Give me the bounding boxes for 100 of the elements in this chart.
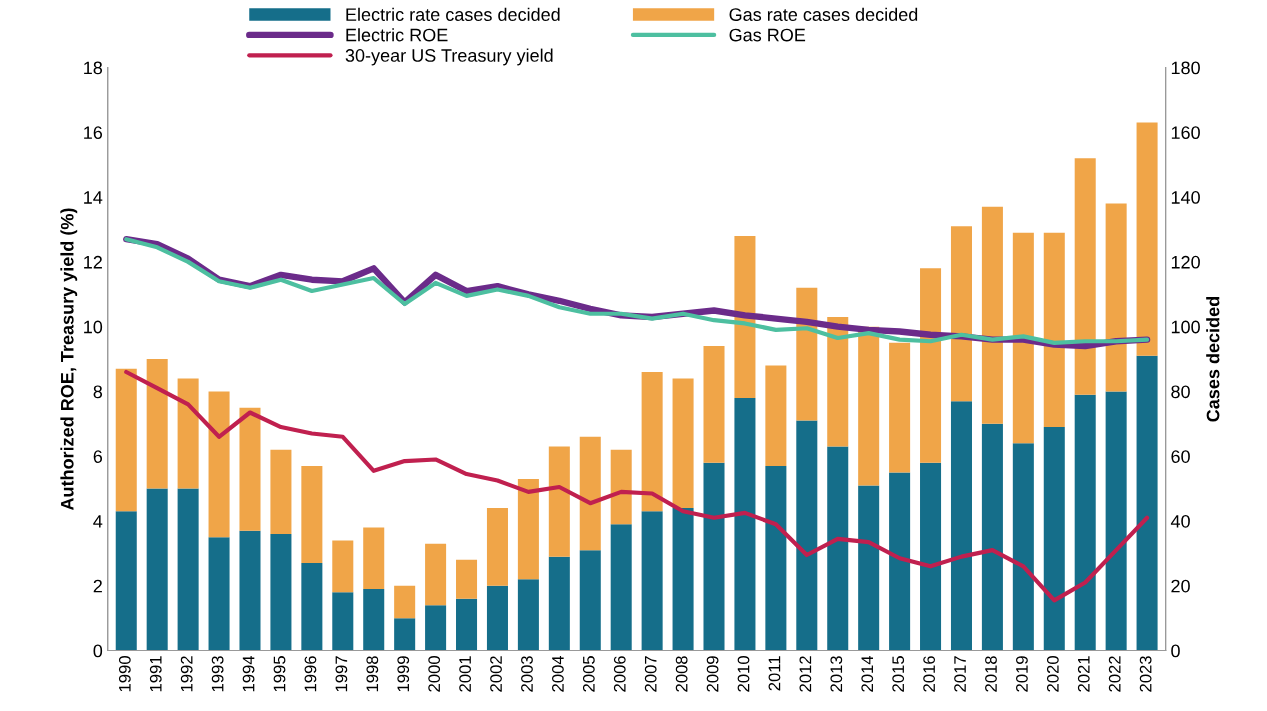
x-tick-label: 1995 [273, 656, 286, 692]
bar [363, 527, 385, 590]
y2-tick-label: 20 [1171, 579, 1190, 593]
y2-tick-label: 160 [1171, 126, 1200, 140]
bar [765, 465, 787, 651]
y-tick-label: 14 [84, 191, 103, 204]
bar [579, 436, 601, 551]
bar [1074, 394, 1096, 651]
bar [208, 391, 230, 538]
x-tick-label: 2004 [552, 655, 564, 692]
y2-tick-label: 140 [1171, 191, 1200, 204]
bar [796, 420, 818, 651]
y-tick-label: 10 [84, 320, 103, 334]
bar [146, 359, 168, 489]
bar [672, 378, 694, 509]
bar [641, 511, 663, 651]
x-tick-label: 2023 [1139, 656, 1152, 692]
bar [177, 378, 199, 489]
bar [548, 556, 570, 651]
bar [703, 462, 725, 651]
bar [1105, 391, 1127, 651]
bar [425, 605, 447, 651]
x-tick-label: 2002 [490, 656, 502, 692]
x-tick-label: 1994 [242, 655, 255, 692]
y2-tick-label: 100 [1171, 320, 1200, 334]
bar [889, 342, 911, 473]
bar [858, 485, 880, 651]
bar [270, 449, 292, 534]
bar [177, 488, 199, 651]
bar [796, 287, 818, 421]
bar [239, 530, 261, 651]
bar [239, 407, 261, 531]
legend-label: Gas rate cases decided [729, 7, 918, 21]
x-tick-label: 1991 [149, 656, 162, 692]
bar [517, 478, 539, 580]
y-tick-label: 0 [93, 644, 103, 658]
x-tick-label: 2009 [706, 656, 719, 692]
bar [672, 508, 694, 651]
bar [1043, 232, 1065, 428]
bar [270, 533, 292, 651]
bar [301, 465, 323, 564]
bar [456, 598, 478, 651]
y-tick-label: 16 [84, 126, 103, 140]
y-tick-label: 8 [93, 385, 103, 399]
bar [394, 618, 416, 651]
bar [610, 449, 632, 525]
y2-tick-label: 60 [1171, 450, 1190, 463]
bar [425, 543, 447, 606]
y-axis-title: Authorized ROE, Treasury yield (%) [60, 208, 78, 511]
x-tick-label: 2022 [1108, 656, 1121, 692]
line-series [124, 369, 1150, 603]
y2-tick-label: 40 [1170, 514, 1190, 528]
x-tick-label: 2019 [1016, 656, 1028, 692]
x-tick-label: 2020 [1046, 656, 1059, 692]
legend-label: Electric rate cases decided [346, 7, 560, 21]
x-tick-label: 2000 [428, 656, 441, 692]
x-tick-label: 1999 [397, 656, 410, 692]
bar [1074, 158, 1096, 395]
bar [703, 346, 725, 463]
legend-label: Electric ROE [346, 28, 448, 42]
legend-label: 30-year US Treasury yield [345, 48, 553, 66]
x-tick-label: 1993 [211, 656, 224, 692]
x-tick-label: 2006 [613, 656, 626, 692]
bar [486, 508, 508, 586]
bar [889, 472, 911, 651]
bar [920, 462, 942, 651]
bar [301, 563, 323, 651]
x-tick-label: 2001 [459, 656, 471, 692]
bar [610, 524, 632, 651]
x-tick-label: 1997 [335, 656, 348, 692]
x-tick-label: 2015 [892, 656, 905, 692]
y2-tick-label: 120 [1171, 255, 1200, 269]
bar [579, 550, 601, 651]
x-tick-label: 1990 [118, 656, 131, 692]
y-tick-label: 6 [93, 450, 103, 463]
bar [827, 446, 849, 651]
x-tick-label: 1992 [180, 656, 193, 692]
bar [1043, 427, 1065, 651]
y-tick-label: 12 [84, 255, 102, 269]
x-tick-label: 2016 [923, 656, 936, 692]
bar [765, 365, 787, 466]
bar [394, 585, 416, 619]
bar [115, 511, 137, 651]
x-tick-label: 2003 [521, 656, 533, 692]
x-tick-label: 2010 [737, 656, 750, 692]
x-tick-label: 2012 [799, 656, 812, 692]
y-tick-label: 18 [84, 61, 103, 75]
bar [146, 488, 168, 651]
x-tick-label: 2014 [861, 655, 874, 692]
bar [981, 423, 1003, 651]
bar [641, 372, 663, 512]
bar [827, 316, 849, 447]
y2-tick-label: 0 [1171, 644, 1180, 658]
x-tick-label: 2013 [830, 656, 843, 692]
bar [950, 401, 972, 651]
bar [981, 206, 1003, 424]
bar [363, 589, 385, 651]
bar [950, 226, 972, 402]
x-tick-label: 2018 [985, 656, 997, 692]
bar [456, 559, 478, 599]
